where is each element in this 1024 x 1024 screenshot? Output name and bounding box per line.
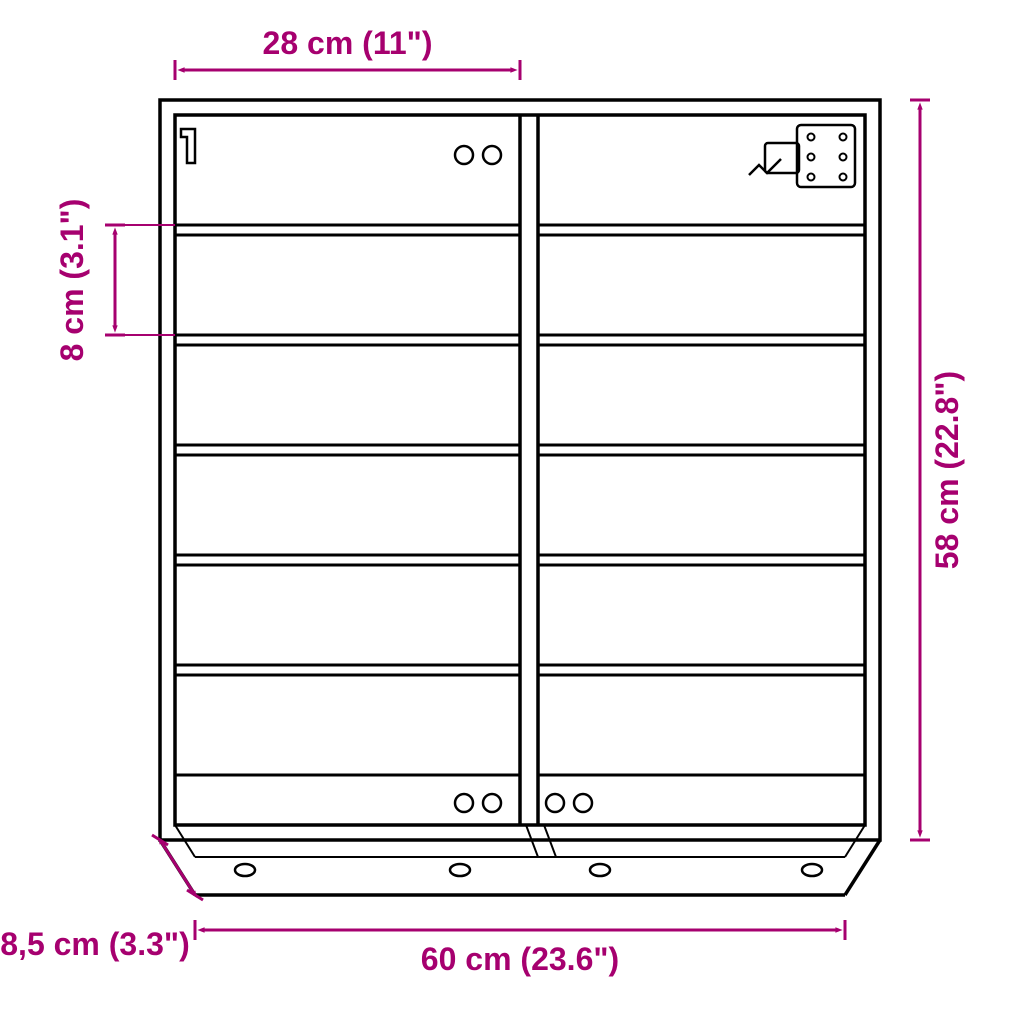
hole bbox=[455, 146, 473, 164]
hole bbox=[235, 864, 255, 876]
bracket-left bbox=[181, 129, 195, 163]
dimension-label: 28 cm (11") bbox=[263, 25, 433, 61]
hole bbox=[574, 794, 592, 812]
hole bbox=[483, 794, 501, 812]
hole bbox=[455, 794, 473, 812]
hole bbox=[483, 146, 501, 164]
dimension-label: 8 cm (3.1") bbox=[54, 199, 90, 362]
dimension-label: 58 cm (22.8") bbox=[929, 371, 965, 569]
hole bbox=[802, 864, 822, 876]
hole bbox=[590, 864, 610, 876]
dimension-label: 8,5 cm (3.3") bbox=[0, 926, 189, 962]
mount-hardware bbox=[749, 125, 855, 187]
hole bbox=[450, 864, 470, 876]
hole bbox=[546, 794, 564, 812]
dimension-label: 60 cm (23.6") bbox=[421, 941, 619, 977]
